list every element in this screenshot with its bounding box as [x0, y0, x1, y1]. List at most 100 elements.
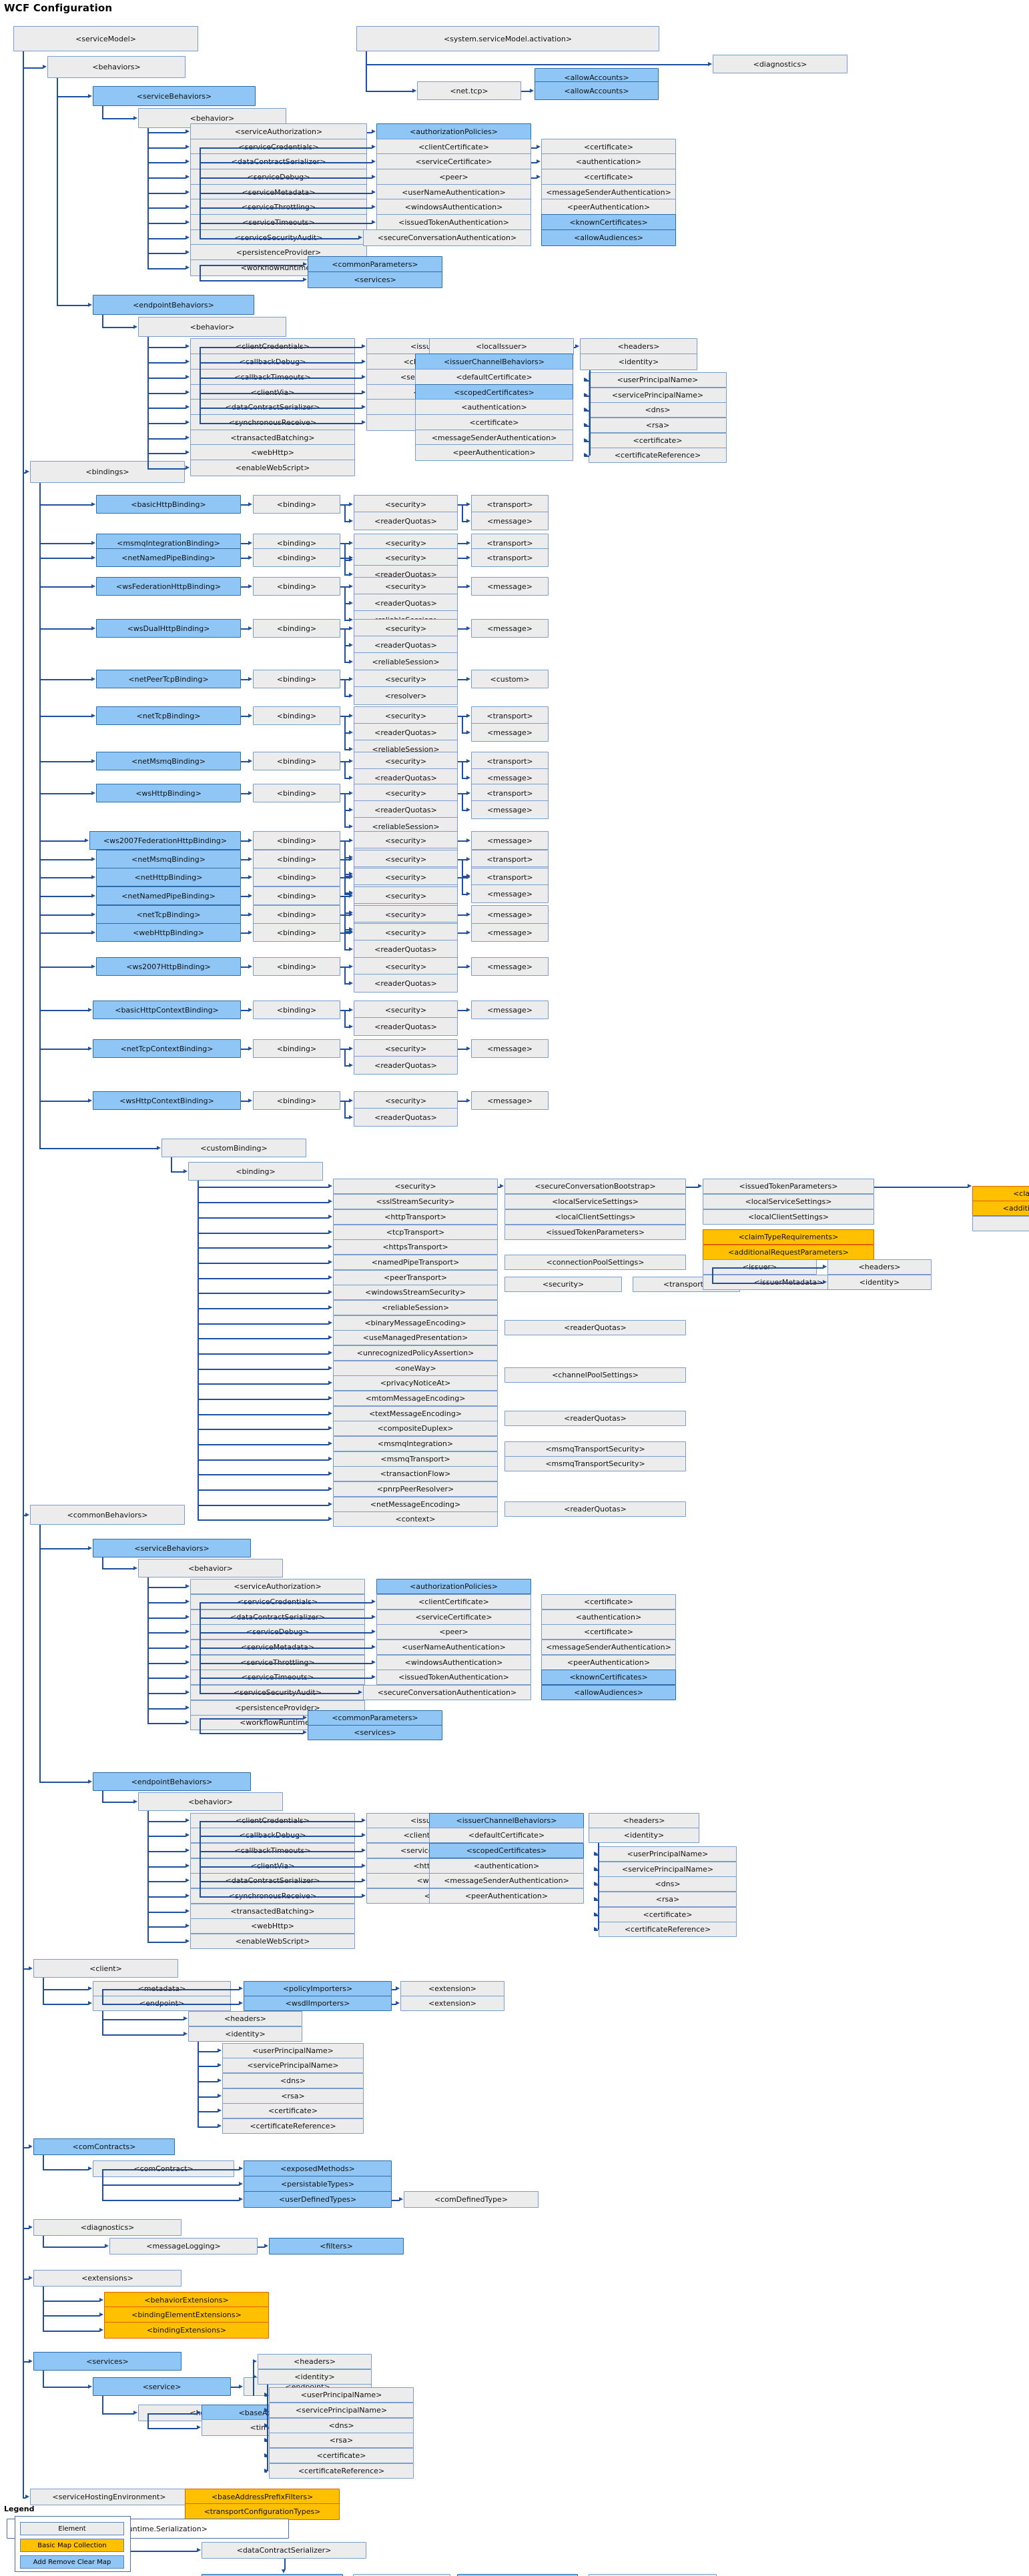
- node-netTcpBinding2-binding[interactable]: <binding>: [253, 905, 340, 924]
- node-wsHttpBinding-child-0[interactable]: <security>: [354, 784, 458, 802]
- node-cb_localClientSettings[interactable]: <localClientSettings>: [504, 1209, 686, 1225]
- node-cm_windowsAuthentication[interactable]: <windowsAuthentication>: [376, 1655, 531, 1670]
- node-wsDualHttpBinding-child-2[interactable]: <reliableSession>: [354, 652, 458, 671]
- node-cc_certificate3[interactable]: <certificate>: [589, 433, 727, 448]
- node-cl_identity[interactable]: <identity>: [188, 2026, 302, 2042]
- node-sv_dns[interactable]: <dns>: [269, 2418, 414, 2433]
- node-endpointBehaviors[interactable]: <endpointBehaviors>: [93, 295, 254, 315]
- node-eb_behavior[interactable]: <behavior>: [138, 317, 286, 337]
- node-netNamedPipeBinding[interactable]: <netNamedPipeBinding>: [96, 548, 241, 567]
- node-ep_headers[interactable]: <headers>: [258, 2354, 372, 2369]
- node-cl_extension1[interactable]: <extension>: [400, 1981, 504, 1996]
- node-cb_reliableSession[interactable]: <reliableSession>: [333, 1300, 498, 1315]
- node-cb_netMessageEncoding[interactable]: <netMessageEncoding>: [333, 1497, 498, 1512]
- node-cm_authentication2[interactable]: <authentication>: [429, 1858, 584, 1874]
- node-webHttpBinding-child-0[interactable]: <security>: [354, 923, 458, 942]
- node-wsFederationHttpBinding-child-0[interactable]: <security>: [354, 577, 458, 596]
- node-cl_rsa[interactable]: <rsa>: [222, 2088, 364, 2104]
- node-netTcpBinding-child-0[interactable]: <security>: [354, 706, 458, 725]
- node-cb_security2[interactable]: <security>: [504, 1277, 622, 1292]
- node-cb_channelPoolSettings[interactable]: <channelPoolSettings>: [504, 1367, 686, 1383]
- node-netMsmqBinding-binding[interactable]: <binding>: [253, 752, 340, 770]
- node-cb_connectionPoolSettings[interactable]: <connectionPoolSettings>: [504, 1255, 686, 1270]
- node-wsHttpBinding-leaf-1[interactable]: <message>: [471, 800, 549, 819]
- node-cb_oneWay[interactable]: <oneWay>: [333, 1361, 498, 1376]
- node-cl_wsdlImporters[interactable]: <wsdlImporters>: [244, 1996, 392, 2011]
- node-netTcpContextBinding-child-1[interactable]: <readerQuotas>: [354, 1056, 458, 1075]
- node-netTcpBinding2[interactable]: <netTcpBinding>: [96, 905, 241, 924]
- node-enableWebScript[interactable]: <enableWebScript>: [190, 460, 355, 476]
- node-basicHttpBinding-child-0[interactable]: <security>: [354, 495, 458, 514]
- node-act_allowaccounts2[interactable]: <allowAccounts>: [535, 81, 659, 100]
- node-wsHttpContextBinding-child-1[interactable]: <readerQuotas>: [354, 1108, 458, 1127]
- node-sv_certificateReference[interactable]: <certificateReference>: [269, 2463, 414, 2479]
- node-cb_windowsStreamSecurity[interactable]: <windowsStreamSecurity>: [333, 1285, 498, 1300]
- node-rs_knownType[interactable]: <knownType>: [457, 2574, 578, 2576]
- node-cm_authorizationPolicies[interactable]: <authorizationPolicies>: [376, 1579, 531, 1594]
- node-cb_localServiceSettings[interactable]: <localServiceSettings>: [504, 1194, 686, 1209]
- node-netPeerTcpBinding-binding[interactable]: <binding>: [253, 670, 340, 688]
- node-cm_secureConversationAuthentication[interactable]: <secureConversationAuthentication>: [363, 1685, 531, 1700]
- node-ws2007FederationHttpBinding[interactable]: <ws2007FederationHttpBinding>: [89, 831, 241, 850]
- node-rs_dataContractSerializer[interactable]: <dataContractSerializer>: [202, 2542, 366, 2559]
- node-transportConfigurationTypes[interactable]: <transportConfigurationTypes>: [185, 2503, 340, 2520]
- node-sc_clientCertificate[interactable]: <clientCertificate>: [376, 139, 531, 155]
- node-sv_certificate[interactable]: <certificate>: [269, 2448, 414, 2463]
- node-cm_servicePrincipalName[interactable]: <servicePrincipalName>: [599, 1862, 737, 1877]
- node-wf_services[interactable]: <services>: [308, 271, 442, 288]
- node-cl_dns[interactable]: <dns>: [222, 2073, 364, 2088]
- node-netHttpBinding-leaf-1[interactable]: <message>: [471, 884, 549, 903]
- node-cb_httpsTransport[interactable]: <httpsTransport>: [333, 1239, 498, 1255]
- node-cb_httpTransport[interactable]: <httpTransport>: [333, 1209, 498, 1225]
- node-wsDualHttpBinding[interactable]: <wsDualHttpBinding>: [96, 619, 241, 638]
- node-cc_headers[interactable]: <headers>: [580, 338, 697, 355]
- node-wsDualHttpBinding-child-0[interactable]: <security>: [354, 619, 458, 638]
- node-cm_behavior[interactable]: <behavior>: [138, 1559, 283, 1577]
- node-cm_services[interactable]: <services>: [308, 1725, 442, 1740]
- node-cm_peer[interactable]: <peer>: [376, 1624, 531, 1640]
- node-sc_issuedTokenAuthentication[interactable]: <issuedTokenAuthentication>: [376, 214, 531, 231]
- node-basicHttpContextBinding-leaf-0[interactable]: <message>: [471, 1001, 549, 1019]
- node-cm_certificate1[interactable]: <certificate>: [541, 1594, 676, 1609]
- node-netMsmqBinding2-leaf-0[interactable]: <transport>: [471, 850, 549, 868]
- node-cb_textMessageEncoding[interactable]: <textMessageEncoding>: [333, 1406, 498, 1421]
- node-cm_certificateReference[interactable]: <certificateReference>: [599, 1922, 737, 1937]
- node-cm_messageSenderAuthentication[interactable]: <messageSenderAuthentication>: [541, 1640, 676, 1655]
- node-netPeerTcpBinding-child-1[interactable]: <resolver>: [354, 686, 458, 705]
- node-cb_additionalRequestParameters2[interactable]: <additionalRequestParameters>: [972, 1201, 1029, 1216]
- node-transactedBatching[interactable]: <transactedBatching>: [190, 430, 355, 446]
- node-cc_servicePrincipalName[interactable]: <servicePrincipalName>: [589, 388, 727, 403]
- node-cb_headers1[interactable]: <headers>: [827, 1259, 932, 1275]
- node-cb_msmqTransportSecurity[interactable]: <msmqTransportSecurity>: [504, 1441, 686, 1457]
- node-sv_rsa[interactable]: <rsa>: [269, 2433, 414, 2448]
- node-netTcpContextBinding-leaf-0[interactable]: <message>: [471, 1039, 549, 1058]
- node-cc_peerAuthentication[interactable]: <peerAuthentication>: [415, 444, 573, 461]
- node-cm_rsa[interactable]: <rsa>: [599, 1892, 737, 1907]
- node-cc_rsa[interactable]: <rsa>: [589, 418, 727, 433]
- node-cb_binding[interactable]: <binding>: [188, 1162, 323, 1181]
- node-cl_servicePrincipalName[interactable]: <servicePrincipalName>: [222, 2058, 364, 2073]
- node-cm_scopedCertificates[interactable]: <scopedCertificates>: [429, 1843, 584, 1858]
- node-bindings[interactable]: <bindings>: [30, 461, 185, 483]
- node-cm_peerAuthentication2[interactable]: <peerAuthentication>: [429, 1888, 584, 1904]
- node-cb_readerQuotas3[interactable]: <readerQuotas>: [504, 1501, 686, 1517]
- node-cl_userPrincipalName[interactable]: <userPrincipalName>: [222, 2043, 364, 2058]
- node-sc_authentication1[interactable]: <authentication>: [541, 153, 676, 170]
- node-netNamedPipeBinding2[interactable]: <netNamedPipeBinding>: [96, 886, 241, 905]
- node-cb_security[interactable]: <security>: [333, 1179, 498, 1194]
- node-wsFederationHttpBinding-binding[interactable]: <binding>: [253, 577, 340, 596]
- node-sv_servicePrincipalName[interactable]: <servicePrincipalName>: [269, 2403, 414, 2418]
- node-cm_certificate3[interactable]: <certificate>: [599, 1907, 737, 1922]
- node-netHttpBinding[interactable]: <netHttpBinding>: [96, 868, 241, 886]
- node-cm_serviceBehaviors[interactable]: <serviceBehaviors>: [93, 1539, 251, 1557]
- node-ws2007FederationHttpBinding-leaf-0[interactable]: <message>: [471, 831, 549, 850]
- node-cb_mtomMessageEncoding[interactable]: <mtomMessageEncoding>: [333, 1391, 498, 1406]
- node-cc_userPrincipalName[interactable]: <userPrincipalName>: [589, 372, 727, 388]
- node-wsFederationHttpBinding[interactable]: <wsFederationHttpBinding>: [96, 577, 241, 596]
- node-netMsmqBinding2[interactable]: <netMsmqBinding>: [96, 850, 241, 868]
- node-cm_issuedTokenAuthentication[interactable]: <issuedTokenAuthentication>: [376, 1670, 531, 1685]
- node-wf_commonParameters[interactable]: <commonParameters>: [308, 256, 442, 273]
- node-webHttp[interactable]: <webHttp>: [190, 444, 355, 461]
- node-cb_binaryMessageEncoding[interactable]: <binaryMessageEncoding>: [333, 1315, 498, 1331]
- node-basicHttpContextBinding-child-1[interactable]: <readerQuotas>: [354, 1017, 458, 1036]
